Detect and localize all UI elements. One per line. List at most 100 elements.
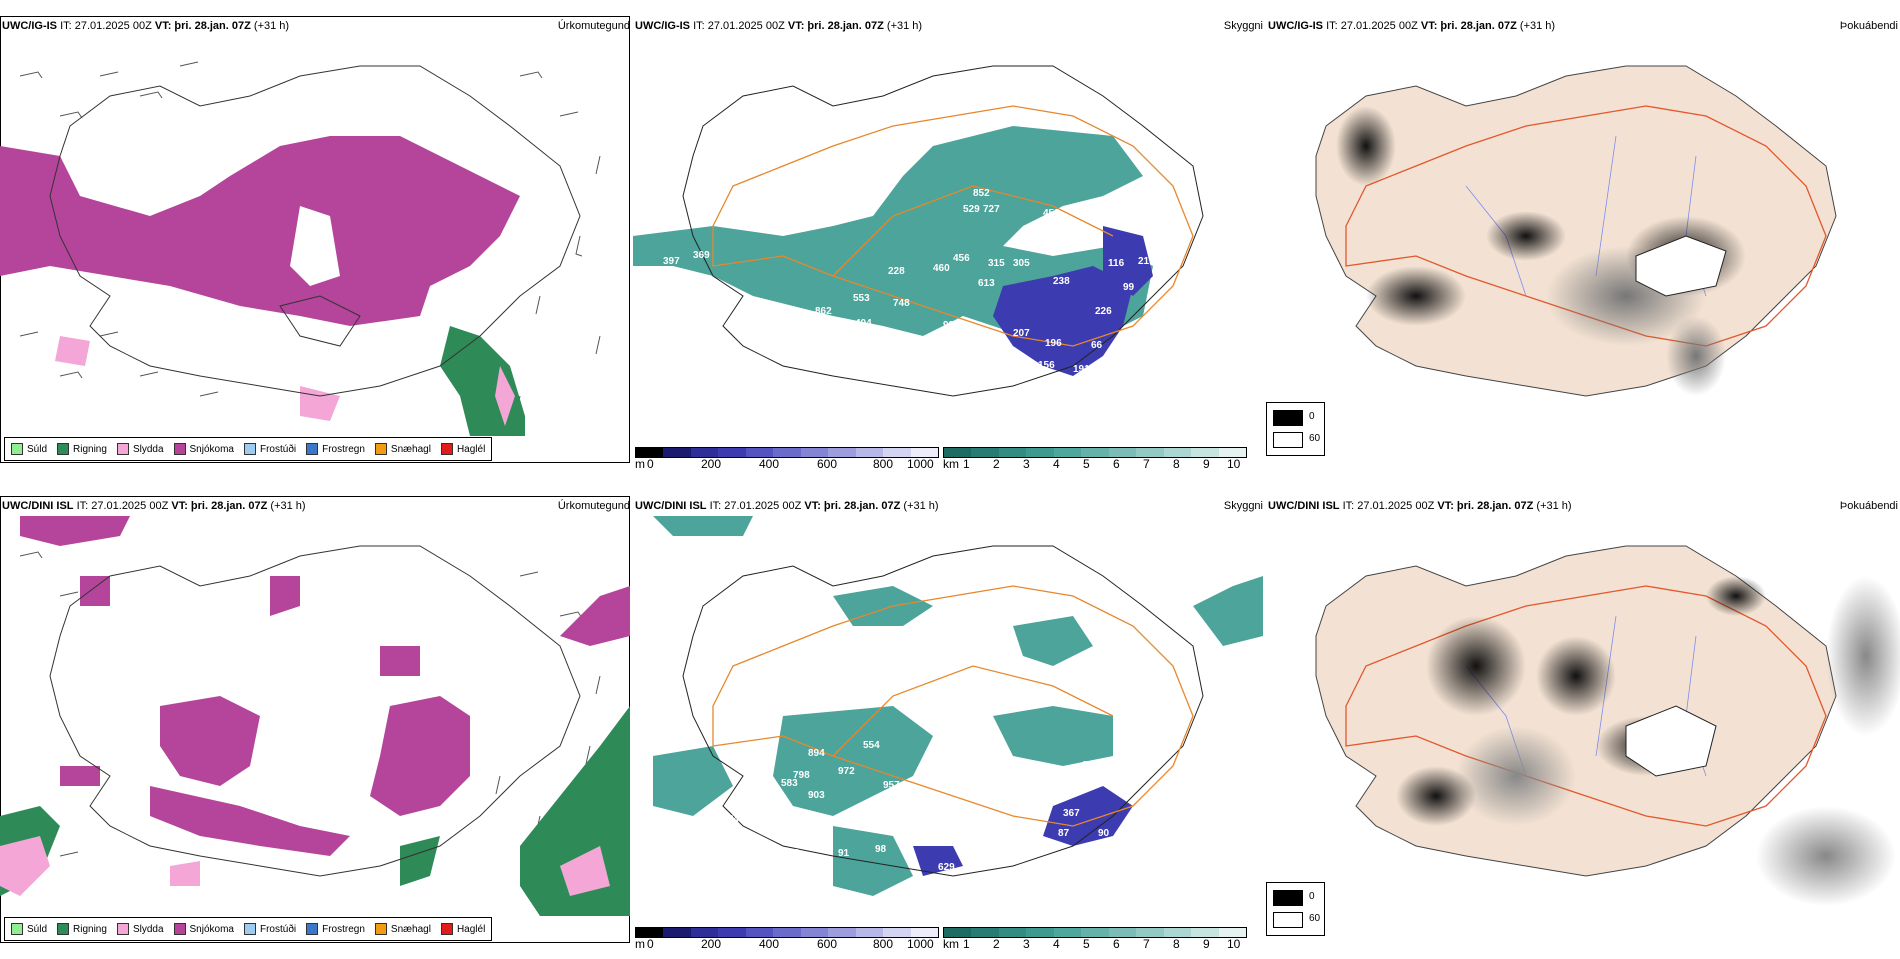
panel-title: Skyggni: [1223, 20, 1263, 32]
legend-item: Frostregn: [306, 923, 365, 935]
legend-item: Súld: [11, 443, 47, 455]
value-label: 110: [991, 878, 1008, 889]
value-label: 451: [918, 770, 935, 781]
fog-legend-white: [1273, 432, 1303, 448]
value-label: 87: [1058, 828, 1070, 839]
visibility-panel: UWC/DINI ISL IT: 27.01.2025 00Z VT: þri.…: [633, 494, 1265, 959]
value-label: 131: [1008, 364, 1025, 375]
value-label: 748: [893, 298, 910, 309]
model-name: UWC/DINI ISL: [1268, 500, 1340, 512]
precip-type-panel: UWC/DINI ISL IT: 27.01.2025 00Z VT: þri.…: [0, 494, 632, 959]
coastline: [682, 545, 1204, 877]
value-label: 99: [1123, 282, 1135, 293]
valid-time: VT: þri. 28.jan. 07Z: [1420, 20, 1517, 32]
value-label: 267: [1103, 398, 1120, 409]
cloudbase-colorbar: [635, 447, 939, 458]
visibility-area: [653, 516, 1263, 896]
value-label: 207: [1013, 328, 1030, 339]
fog-legend: 0 60: [1266, 882, 1325, 936]
visibility-map: 852 529 727 453 699 456 315 305 460 397 …: [633, 65, 1204, 409]
value-label: 66: [1091, 340, 1103, 351]
value-label: 957: [883, 780, 900, 791]
value-label: 90: [1098, 828, 1110, 839]
valid-time: VT: þri. 28.jan. 07Z: [787, 20, 884, 32]
glacier: [1635, 235, 1727, 297]
legend-item: Frostúði: [243, 923, 296, 935]
lead-time: (+31 h): [1519, 20, 1556, 32]
fog-legend-label: 60: [1309, 913, 1321, 924]
value-label: 233: [653, 390, 670, 401]
value-label: 305: [1013, 258, 1030, 269]
value-label: 46: [733, 898, 745, 909]
precip-legend: Súld Rigning Slydda Snjókoma Frostúði Fr…: [4, 437, 493, 461]
init-time: IT: 27.01.2025 00Z: [709, 500, 802, 512]
visibility-colorbar: [943, 447, 1247, 458]
cloudbase-ticks: m 0 200 400 600 800 1000: [635, 457, 934, 471]
legend-item: Frostúði: [243, 443, 296, 455]
value-label: 903: [808, 790, 825, 801]
value-label: 196: [1045, 338, 1062, 349]
panel-header: UWC/DINI ISL IT: 27.01.2025 00Z VT: þri.…: [2, 500, 306, 512]
panel-header: UWC/DINI ISL IT: 27.01.2025 00Z VT: þri.…: [1268, 500, 1572, 512]
precip-map: [0, 516, 630, 916]
value-label: 460: [933, 263, 950, 274]
value-label: 84: [728, 814, 740, 825]
value-label: 75: [1007, 902, 1019, 913]
lead-time: (+31 h): [886, 20, 923, 32]
fog-legend-white: [1273, 912, 1303, 928]
value-label: 238: [1053, 276, 1070, 287]
valid-time: VT: þri. 28.jan. 07Z: [154, 20, 251, 32]
value-label: 369: [693, 250, 710, 261]
init-time: IT: 27.01.2025 00Z: [693, 20, 785, 32]
panel-title: Úrkomutegund: [557, 20, 630, 32]
colorbars: m 0 200 400 600 800 1000 km 1 2 3 4 5 6 …: [633, 927, 1265, 955]
snowfall-area: [0, 136, 520, 326]
visibility-ticks: km 1 2 3 4 5 6 7 8 9 10: [943, 457, 1241, 471]
roads: [712, 585, 1194, 827]
panel-title: Þokuábendi: [1839, 500, 1898, 512]
value-label: 182: [888, 668, 905, 679]
legend-item: Snæhagl: [374, 443, 431, 455]
value-label: 629: [938, 862, 955, 873]
land: [1315, 65, 1837, 397]
value-label: 328: [1097, 368, 1114, 379]
unit-label: m: [635, 457, 645, 471]
value-label: 583: [781, 778, 798, 789]
legend-item: Frostregn: [306, 443, 365, 455]
panel-title: Úrkomutegund: [557, 500, 630, 512]
value-label: 15: [1243, 798, 1255, 809]
model-name: UWC/IG-IS: [1268, 20, 1323, 32]
glacier: [1625, 705, 1717, 777]
value-label: 513: [1026, 798, 1043, 809]
value-label: 554: [863, 740, 880, 751]
value-label: 894: [808, 748, 825, 759]
snowfall-area: [20, 516, 630, 856]
fog-legend-black: [1273, 890, 1303, 906]
valid-time: VT: þri. 28.jan. 07Z: [171, 500, 268, 512]
coastline: [49, 65, 581, 397]
value-label: 118: [989, 368, 1006, 379]
value-label: 191: [1073, 364, 1090, 375]
precip-legend: Súld Rigning Slydda Snjókoma Frostúði Fr…: [4, 917, 493, 941]
visibility-panel: UWC/IG-IS IT: 27.01.2025 00Z VT: þri. 28…: [633, 14, 1265, 479]
value-label: 529: [963, 204, 980, 215]
fog-panel: UWC/DINI ISL IT: 27.01.2025 00Z VT: þri.…: [1266, 494, 1900, 959]
value-label: 456: [953, 253, 970, 264]
visibility-values: 760 182 160 894 554 972 798 583 903 135 …: [728, 608, 1265, 913]
visibility-map: 760 182 160 894 554 972 798 583 903 135 …: [653, 516, 1265, 913]
value-label: 553: [853, 293, 870, 304]
fog-legend-label: 0: [1309, 891, 1315, 902]
value-label: 972: [838, 766, 855, 777]
value-label: 717: [1083, 760, 1100, 771]
valid-time: VT: þri. 28.jan. 07Z: [1437, 500, 1534, 512]
rain-area: [0, 706, 630, 916]
legend-item: Snjókoma: [173, 443, 234, 455]
value-label: 116: [1108, 258, 1125, 269]
value-label: 249: [783, 848, 800, 859]
fog-patches: [1336, 106, 1746, 396]
init-time: IT: 27.01.2025 00Z: [1342, 500, 1435, 512]
cloudbase-ticks: m 0 200 400 600 800 1000: [635, 937, 934, 951]
panel-header: UWC/IG-IS IT: 27.01.2025 00Z VT: þri. 28…: [2, 20, 289, 32]
value-label: 112: [978, 330, 995, 341]
unit-label: km: [943, 457, 959, 471]
